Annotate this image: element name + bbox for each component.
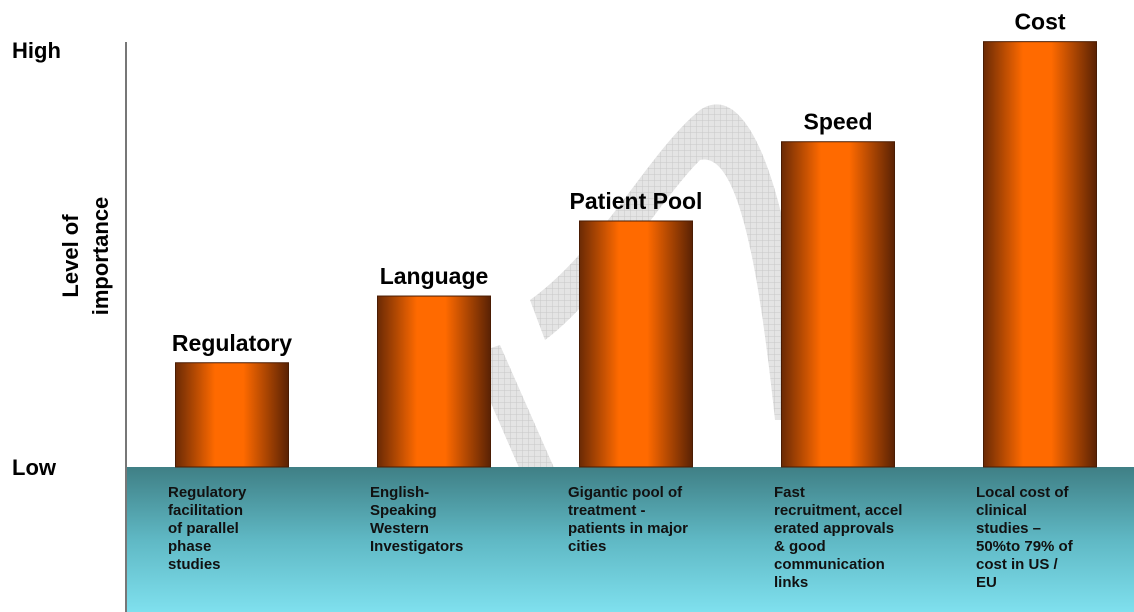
category-label: Language xyxy=(380,263,489,289)
bar xyxy=(781,141,895,468)
description-line: cities xyxy=(568,538,606,555)
description-line: Investigators xyxy=(370,538,463,555)
y-tick-label: Low xyxy=(12,455,57,480)
description-line: recruitment, accel xyxy=(774,502,902,519)
description-line: patients in major xyxy=(568,520,688,537)
description-line: studies – xyxy=(976,520,1041,537)
bar xyxy=(377,295,491,468)
description-line: English- xyxy=(370,484,429,501)
y-axis-label: Level of importance xyxy=(58,197,113,316)
description-line: Western xyxy=(370,520,429,537)
description-line: clinical xyxy=(976,502,1027,519)
description-line: facilitation xyxy=(168,502,243,519)
y-axis-label-line: Level of xyxy=(58,214,83,298)
description-line: links xyxy=(774,574,808,591)
description-line: cost in US / xyxy=(976,556,1059,573)
description-line: erated approvals xyxy=(774,520,894,537)
category-label: Cost xyxy=(1014,9,1065,35)
description-line: communication xyxy=(774,556,885,573)
bar xyxy=(579,220,693,468)
description-line: treatment - xyxy=(568,502,646,519)
category-label: Patient Pool xyxy=(570,188,703,214)
description-line: EU xyxy=(976,574,997,591)
description-line: & good xyxy=(774,538,826,555)
y-tick-label: High xyxy=(12,38,61,63)
description-line: 50%to 79% of xyxy=(976,538,1074,555)
category-label: Regulatory xyxy=(172,330,292,356)
description-line: Fast xyxy=(774,484,805,501)
description-line: Local cost of xyxy=(976,484,1070,501)
description-line: Regulatory xyxy=(168,484,247,501)
y-axis-label-line: importance xyxy=(88,197,113,316)
bar xyxy=(983,41,1097,468)
bar xyxy=(175,362,289,468)
description-line: phase xyxy=(168,538,211,555)
description-line: studies xyxy=(168,556,221,573)
description-panel xyxy=(126,467,1134,612)
description-line: of parallel xyxy=(168,520,239,537)
description-line: Gigantic pool of xyxy=(568,484,683,501)
description-line: Speaking xyxy=(370,502,437,519)
category-label: Speed xyxy=(803,109,872,135)
